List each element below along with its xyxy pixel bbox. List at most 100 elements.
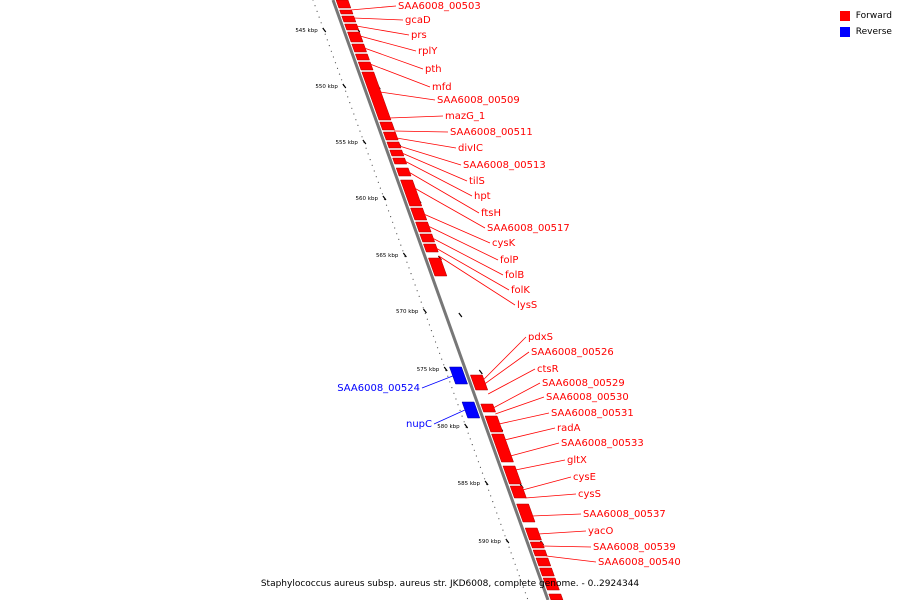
forward-gene-label[interactable]: SAA6008_00530 (546, 392, 629, 403)
ruler-dot (365, 147, 367, 149)
forward-gene-label[interactable]: pdxS (528, 332, 553, 343)
forward-gene-label[interactable]: gcaD (405, 15, 431, 26)
forward-gene-block[interactable] (335, 0, 352, 9)
forward-gene-block[interactable] (354, 53, 370, 61)
forward-leader-line (414, 187, 486, 229)
ruler-dot (334, 62, 337, 64)
reverse-gene-label[interactable]: nupC (406, 419, 432, 430)
forward-gene-label[interactable]: folP (500, 255, 518, 266)
forward-gene-block[interactable] (410, 207, 428, 221)
forward-gene-block[interactable] (502, 465, 522, 485)
forward-gene-block[interactable] (395, 167, 412, 177)
forward-gene-block[interactable] (548, 593, 564, 600)
forward-gene-label[interactable]: SAA6008_00526 (531, 347, 614, 358)
forward-gene-block[interactable] (470, 374, 489, 391)
forward-gene-label[interactable]: divIC (458, 143, 483, 154)
forward-gene-label[interactable]: ftsH (481, 208, 501, 219)
ruler-dot (428, 324, 431, 326)
forward-gene-block[interactable] (428, 257, 448, 277)
forward-gene-label[interactable]: SAA6008_00511 (450, 127, 533, 138)
forward-gene-block[interactable] (361, 71, 392, 121)
forward-gene-label[interactable]: cysE (573, 472, 596, 483)
forward-leader-line (353, 17, 404, 21)
forward-gene-label[interactable]: cysS (578, 489, 601, 500)
tick-label: 560 kbp (356, 196, 379, 202)
forward-gene-label[interactable]: cysK (492, 238, 516, 249)
forward-gene-block[interactable] (351, 43, 367, 53)
forward-gene-label[interactable]: SAA6008_00509 (437, 95, 520, 106)
legend-reverse[interactable]: Reverse (839, 24, 892, 40)
reverse-gene-block[interactable] (461, 401, 481, 419)
forward-gene-block[interactable] (516, 503, 536, 523)
forward-gene-label[interactable]: mazG_1 (445, 111, 485, 122)
forward-leader-line (427, 225, 499, 261)
forward-gene-block[interactable] (347, 31, 364, 43)
forward-gene-label[interactable]: SAA6008_00517 (487, 223, 570, 234)
forward-gene-block[interactable] (344, 23, 360, 31)
reverse-leader-line (421, 375, 453, 389)
forward-gene-label[interactable]: SAA6008_00529 (542, 378, 625, 389)
tick-mark (478, 369, 483, 375)
forward-gene-block[interactable] (357, 61, 374, 71)
forward-gene-block[interactable] (392, 157, 408, 165)
tick-mark (322, 27, 327, 33)
forward-leader-line (396, 137, 457, 149)
forward-gene-label[interactable]: yacO (588, 526, 614, 537)
forward-gene-block[interactable] (524, 527, 542, 541)
forward-gene-block[interactable] (400, 179, 423, 207)
forward-gene-label[interactable]: SAA6008_00503 (398, 1, 481, 12)
forward-gene-label[interactable]: radA (557, 423, 581, 434)
forward-gene-label[interactable]: SAA6008_00540 (598, 557, 681, 568)
forward-gene-block[interactable] (535, 557, 552, 567)
forward-gene-block[interactable] (339, 9, 354, 15)
forward-gene-label[interactable]: prs (411, 30, 427, 41)
forward-gene-block[interactable] (415, 221, 432, 233)
forward-gene-block[interactable] (484, 415, 504, 433)
reverse-gene-label[interactable]: SAA6008_00524 (337, 383, 420, 394)
ruler-dot (500, 523, 502, 526)
forward-gene-label[interactable]: gltX (567, 455, 587, 466)
forward-gene-block[interactable] (386, 141, 402, 149)
ruler-dot (418, 295, 420, 297)
ruler-dot (412, 278, 414, 280)
tick-label: 580 kbp (437, 424, 460, 430)
forward-gene-label[interactable]: SAA6008_00533 (561, 438, 644, 449)
forward-gene-label[interactable]: rplY (418, 46, 438, 57)
forward-gene-block[interactable] (509, 485, 527, 499)
forward-gene-block[interactable] (423, 243, 439, 253)
forward-gene-block[interactable] (542, 577, 560, 591)
forward-gene-block[interactable] (529, 541, 545, 549)
tick-mark (505, 538, 510, 544)
forward-gene-label[interactable]: folB (505, 270, 524, 281)
forward-gene-label[interactable]: SAA6008_00537 (583, 509, 666, 520)
forward-gene-block[interactable] (389, 149, 405, 157)
forward-gene-label[interactable]: SAA6008_00531 (551, 408, 634, 419)
legend-forward[interactable]: Forward (839, 8, 892, 24)
forward-gene-label[interactable]: ctsR (537, 364, 559, 375)
forward-gene-label[interactable]: SAA6008_00513 (463, 160, 546, 171)
forward-gene-label[interactable]: SAA6008_00539 (593, 542, 676, 553)
reverse-gene-block[interactable] (449, 366, 468, 385)
forward-gene-block[interactable] (491, 433, 514, 463)
ruler-dot (463, 421, 465, 423)
forward-gene-block[interactable] (480, 403, 496, 413)
forward-gene-block[interactable] (379, 121, 395, 131)
forward-gene-label[interactable]: pth (425, 64, 442, 75)
ruler-dot (385, 204, 388, 206)
forward-gene-block[interactable] (382, 131, 399, 141)
forward-gene-block[interactable] (341, 15, 357, 23)
forward-gene-block[interactable] (539, 567, 555, 577)
tick-label: 545 kbp (295, 28, 318, 34)
forward-gene-block[interactable] (419, 233, 436, 243)
forward-gene-label[interactable]: mfd (432, 82, 452, 93)
forward-gene-label[interactable]: tilS (469, 176, 485, 187)
forward-gene-label[interactable]: lysS (517, 300, 537, 311)
ruler-dot (324, 33, 326, 35)
forward-leader-line (487, 368, 536, 395)
forward-gene-label[interactable]: folK (511, 285, 530, 296)
forward-gene-block[interactable] (532, 549, 548, 557)
ruler-dot (477, 461, 480, 463)
ruler-dot (316, 10, 318, 12)
forward-gene-label[interactable]: hpt (474, 191, 491, 202)
ruler-dot (475, 455, 477, 457)
